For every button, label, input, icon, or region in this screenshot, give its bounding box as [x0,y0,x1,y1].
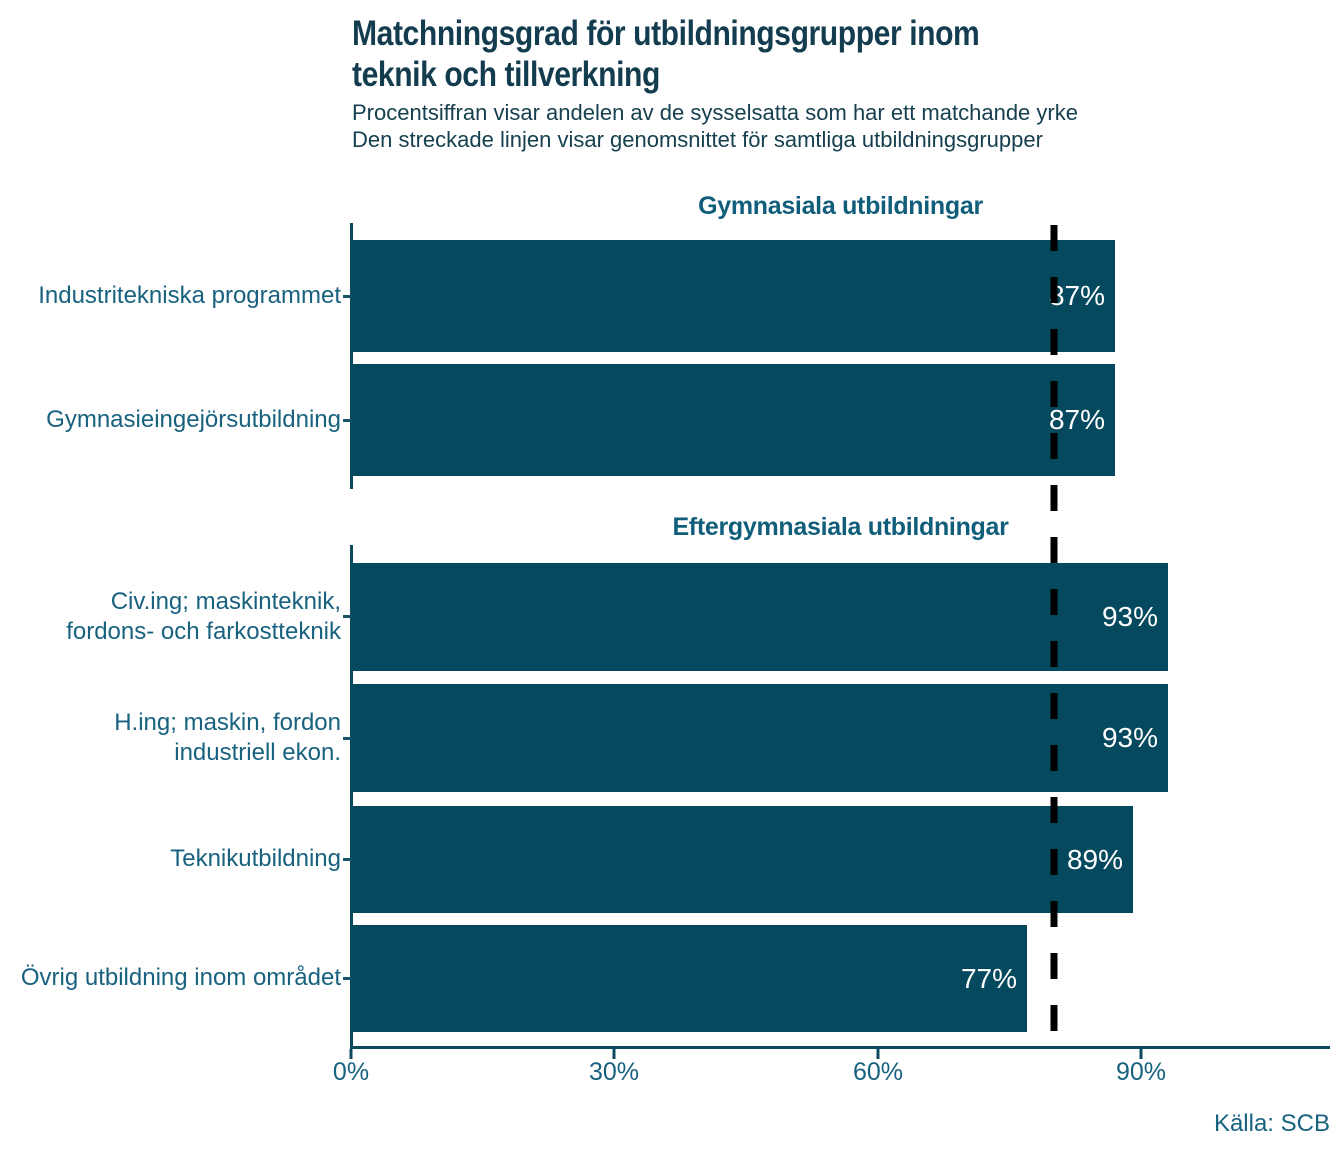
x-tick-label-0: 0% [332,1058,370,1086]
bar-value-label: 89% [1066,843,1123,875]
bar-industritekniska-programmet: 87% [351,240,1115,352]
category-tick [343,858,351,861]
y-axis-segment-gymnasiala [350,223,353,489]
category-tick [343,295,351,298]
average-reference-line [1050,225,1058,1047]
x-tick [349,1049,353,1059]
category-label-gymnasieingejorsutbildning: Gymnasieingejörsutbildning [46,406,341,433]
x-tick-label-60: 60% [852,1058,904,1086]
x-tick-label-30: 30% [588,1058,640,1086]
chart-subtitle-line-2: Den streckade linjen visar genomsnittet … [352,127,1043,152]
chart-subtitle-line-1: Procentsiffran visar andelen av de sysse… [352,100,1078,125]
section-header-eftergymnasiala: Eftergymnasiala utbildningar [672,513,1009,541]
category-label-hing-maskin-fordon: H.ing; maskin, fordon industriell ekon. [114,709,341,766]
x-axis [350,1046,1330,1049]
x-tick [1139,1049,1143,1059]
x-tick [876,1049,880,1059]
bar-value-label: 77% [960,962,1017,994]
category-tick [343,977,351,980]
bar-value-label: 87% [1048,404,1105,435]
bar-value-label: 93% [1101,722,1158,753]
category-label-industritekniska-programmet: Industritekniska programmet [38,282,341,309]
bar-value-label: 93% [1101,601,1158,632]
bar-value-label: 87% [1048,280,1105,311]
bar-hing-maskin-fordon: 93% [351,684,1168,792]
x-tick [612,1049,616,1059]
chart-subtitle: Procentsiffran visar andelen av de sysse… [352,99,1078,153]
bar-civing-maskinteknik: 93% [351,563,1168,671]
category-tick [343,615,351,618]
bar-teknikutbildning: 89% [351,806,1133,913]
chart-title-line-1: Matchningsgrad för utbildningsgrupper in… [352,14,980,53]
category-label-teknikutbildning: Teknikutbildning [170,845,341,872]
bar-ovrig-utbildning: 77% [351,925,1027,1032]
y-axis-segment-eftergymnasiala [350,545,353,1047]
category-tick [343,737,351,740]
x-tick-label-90: 90% [1115,1058,1167,1086]
source-label: Källa: SCB [1213,1110,1330,1137]
section-header-gymnasiala: Gymnasiala utbildningar [698,192,983,220]
category-tick [343,419,351,422]
category-label-civing-maskinteknik: Civ.ing; maskinteknik, fordons- och fark… [66,588,341,645]
chart-title-line-2: teknik och tillverkning [352,55,660,94]
category-label-ovrig-utbildning: Övrig utbildning inom området [20,964,341,991]
bar-gymnasieingejorsutbildning: 87% [351,364,1115,476]
chart-title: Matchningsgrad för utbildningsgrupper in… [352,13,980,95]
